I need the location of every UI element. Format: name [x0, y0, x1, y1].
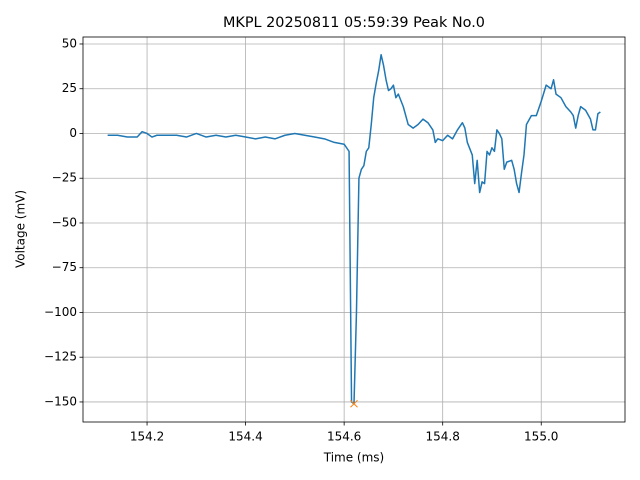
x-tick-label: 154.2 [130, 430, 164, 444]
y-tick-label: −150 [44, 394, 77, 408]
x-tick-label: 155.0 [524, 430, 558, 444]
y-tick-label: −75 [52, 260, 77, 274]
y-axis-label: Voltage (mV) [14, 190, 28, 268]
y-tick-label: −125 [44, 350, 77, 364]
chart-title: MKPL 20250811 05:59:39 Peak No.0 [223, 15, 485, 31]
peak-marker [350, 399, 358, 408]
x-tick-label: 154.6 [327, 430, 361, 444]
data-line [107, 53, 601, 405]
y-tick-label: 50 [62, 36, 77, 50]
y-tick-label: −25 [52, 171, 77, 185]
y-tick-label: −100 [44, 305, 77, 319]
y-tick-label: −50 [52, 215, 77, 229]
y-tick-label: 0 [69, 126, 77, 140]
plot-frame [82, 36, 626, 423]
x-tick-label: 154.8 [426, 430, 460, 444]
x-tick-label: 154.4 [228, 430, 262, 444]
y-tick-label: 25 [62, 81, 77, 95]
x-axis-label: Time (ms) [323, 451, 385, 465]
